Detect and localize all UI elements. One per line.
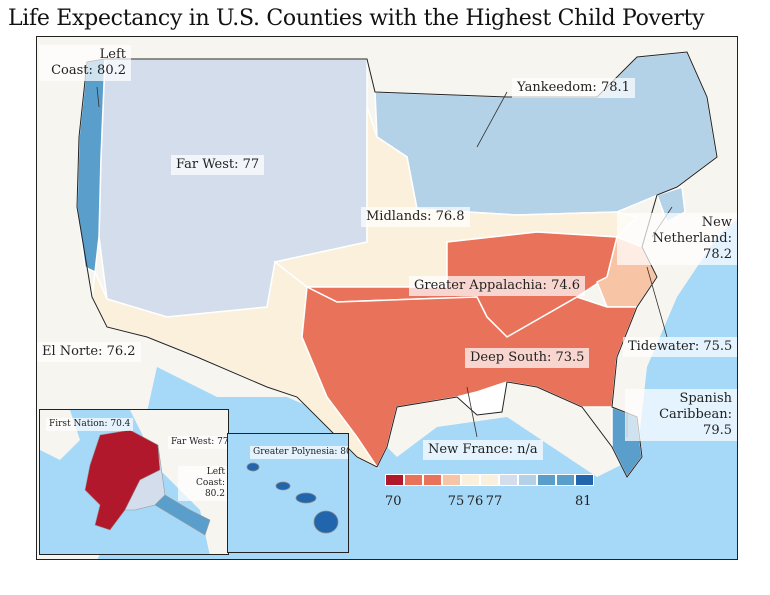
label-alaska-left-coast: Left Coast: 80.2 bbox=[178, 466, 228, 501]
legend-swatch bbox=[480, 474, 499, 486]
island-hawaii bbox=[313, 510, 339, 534]
island-oahu bbox=[275, 481, 291, 491]
legend-tick: 81 bbox=[575, 494, 592, 509]
label-far-west: Far West: 77 bbox=[171, 155, 265, 175]
map-title: Life Expectancy in U.S. Counties with th… bbox=[8, 6, 705, 31]
legend-swatch bbox=[404, 474, 423, 486]
label-new-netherland: New Netherland: 78.2 bbox=[617, 213, 737, 265]
legend-tick: 75 bbox=[447, 494, 465, 509]
legend-swatch bbox=[461, 474, 480, 486]
label-left-coast-name: Left Coast bbox=[51, 47, 126, 78]
label-yankeedom: Yankeedom: 78.1 bbox=[512, 78, 635, 98]
legend-swatch bbox=[442, 474, 461, 486]
island-maui bbox=[295, 492, 317, 504]
label-midlands: Midlands: 76.8 bbox=[361, 207, 470, 227]
label-tidewater: Tidewater: 75.5 bbox=[623, 337, 737, 357]
alaska-first-nation bbox=[84, 429, 161, 531]
island-kauai bbox=[246, 462, 260, 472]
label-el-norte: El Norte: 76.2 bbox=[37, 342, 141, 362]
alaska-inset: First Nation: 70.4 Far West: 77 Left Coa… bbox=[39, 409, 229, 555]
label-first-nation: First Nation: 70.4 bbox=[46, 418, 134, 431]
legend-swatch bbox=[556, 474, 575, 486]
label-left-coast-value: 80.2 bbox=[97, 63, 126, 78]
legend-swatch bbox=[385, 474, 404, 486]
hawaii-map bbox=[246, 462, 339, 534]
label-deep-south: Deep South: 73.5 bbox=[465, 348, 590, 368]
legend-tick: 70 bbox=[385, 494, 402, 509]
legend-swatch bbox=[518, 474, 537, 486]
legend-tick: 77 bbox=[485, 494, 503, 509]
legend-swatch bbox=[499, 474, 518, 486]
map-frame: Left Coast: 80.2 Far West: 77 Yankeedom:… bbox=[36, 36, 738, 560]
legend-swatch bbox=[423, 474, 442, 486]
us-border bbox=[76, 51, 718, 478]
alaska-left-coast bbox=[154, 494, 211, 536]
legend-swatch bbox=[537, 474, 556, 486]
label-new-france: New France: n/a bbox=[423, 440, 543, 460]
label-alaska-far-west: Far West: 77 bbox=[168, 436, 228, 449]
label-left-coast: Left Coast: 80.2 bbox=[39, 45, 131, 81]
hawaii-inset: Greater Polynesia: 80.1 bbox=[227, 433, 349, 553]
label-spanish-caribbean: Spanish Caribbean: 79.5 bbox=[625, 389, 737, 441]
legend-swatch bbox=[575, 474, 594, 486]
label-greater-polynesia: Greater Polynesia: 80.1 bbox=[250, 446, 348, 459]
legend-tick: 76 bbox=[466, 494, 484, 509]
label-greater-appalachia: Greater Appalachia: 74.6 bbox=[409, 276, 586, 296]
